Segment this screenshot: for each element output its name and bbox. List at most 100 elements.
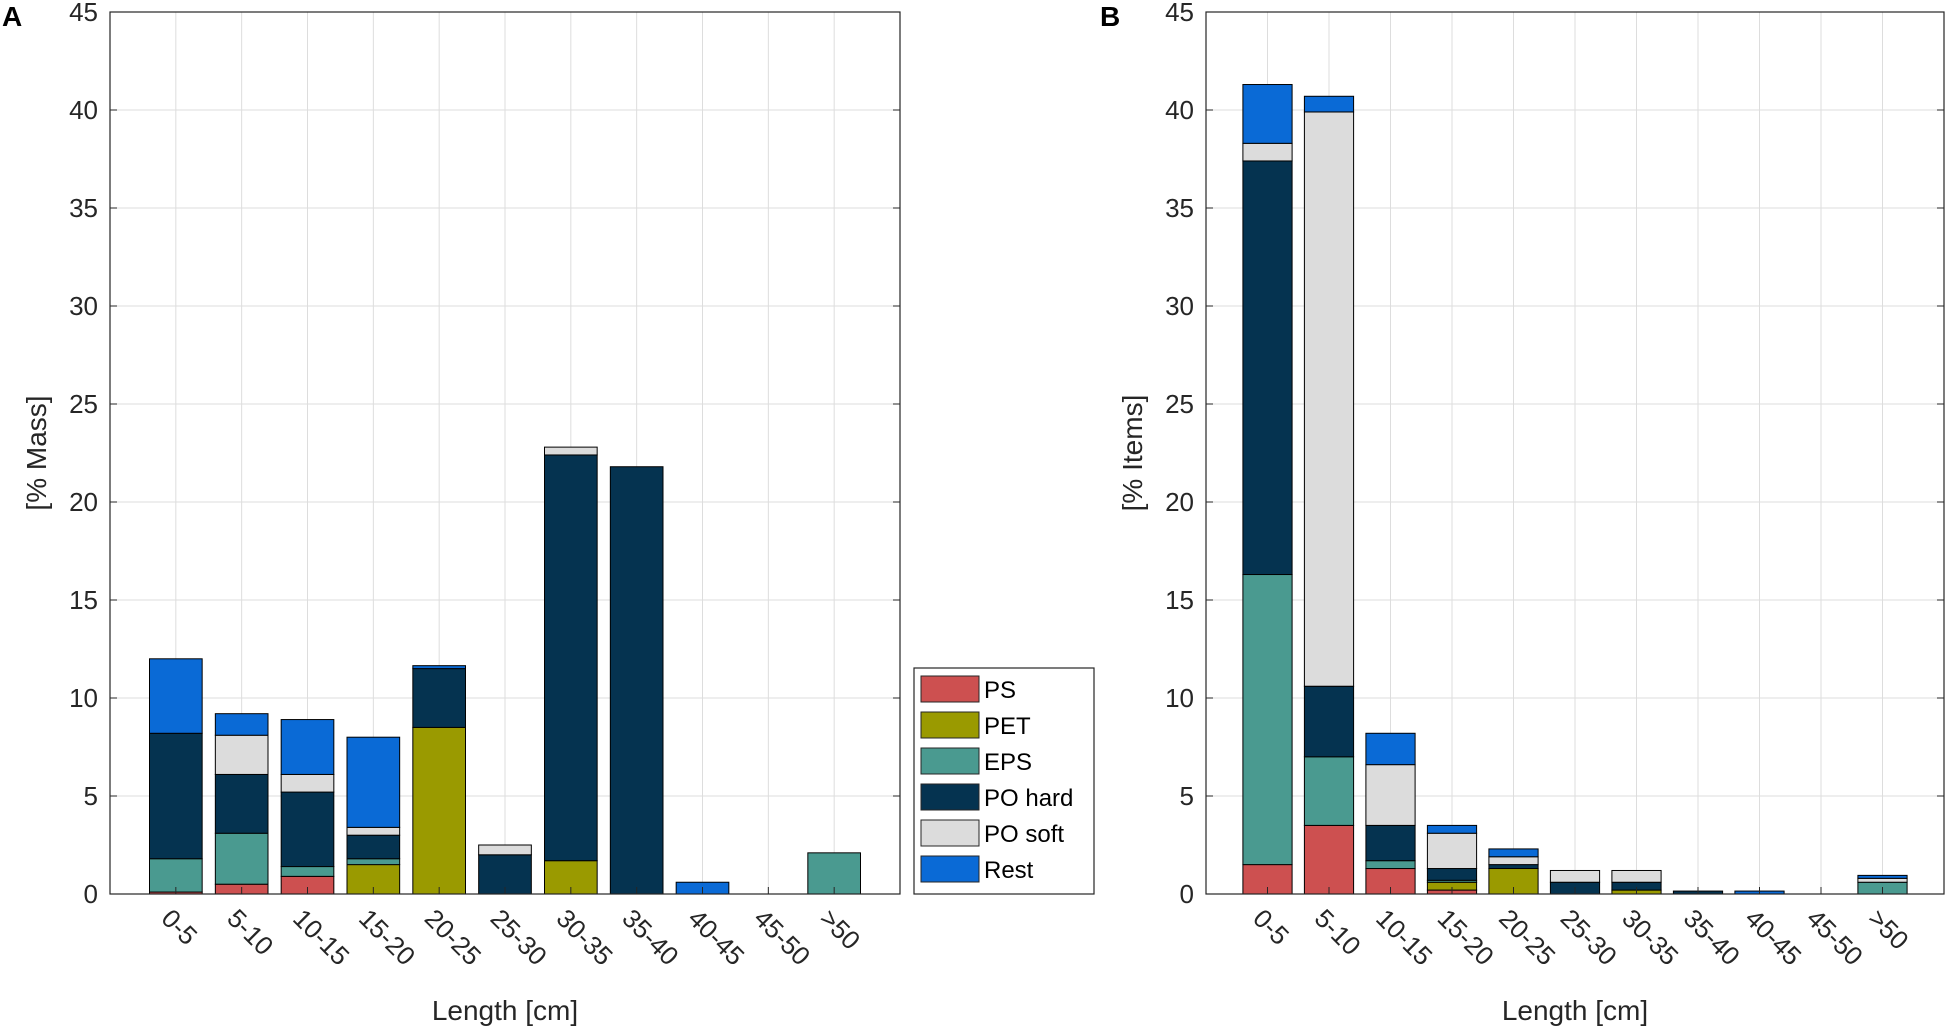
- panel-a-bar-30-35-po-hard: [544, 454, 598, 862]
- panel-b-y-tick-label: 35: [1165, 193, 1194, 223]
- panel-b-bar-15-20-po-soft: [1426, 832, 1478, 870]
- panel-b-bar-0-5-po-soft: [1242, 142, 1293, 162]
- panel-b-label: B: [1100, 1, 1120, 32]
- panel-b-bar-0-5-eps: [1242, 574, 1293, 866]
- panel-b-x-ticks: 0-5 5-10 10-1515-2020-2525-3030-3535-4040-…: [1247, 887, 1915, 971]
- panel-b-bar-20-25-po-hard: [1488, 864, 1539, 870]
- panel-b-x-tick-label-45-50: 45-50: [1801, 903, 1869, 971]
- panel-a-x-tick-label-35-40: 35-40: [616, 903, 684, 971]
- panel-a-bar-5-10-po-hard: [214, 773, 269, 834]
- panel-a-bar-30-35-po-soft: [544, 446, 598, 456]
- legend-item-ps: PS: [920, 675, 1016, 704]
- panel-a-bar-20-25-rest: [412, 665, 467, 670]
- panel-a-bar-5-10-po-soft: [214, 734, 269, 775]
- panel-b-x-tick-label-10-15: 10-15: [1370, 903, 1438, 971]
- legend-swatch-ps: [920, 675, 980, 703]
- legend-label-po-hard: PO hard: [984, 785, 1073, 812]
- panel-a-bar-5-10-eps: [214, 832, 269, 885]
- panel-a-y-tick-label: 35: [69, 193, 98, 223]
- panel-b-bar-10-15-eps: [1365, 860, 1416, 870]
- panel-a-bar-0-5-po-hard: [149, 732, 203, 860]
- panel-b-y-tick-label: 10: [1165, 683, 1194, 713]
- panel-b-x-tick-label-35-40: 35-40: [1678, 903, 1746, 971]
- panel-b-chart: 0 5 10 15 20 25 30 35 40 45 0-5 5-10 10-1515-2020-2…: [1100, 0, 1945, 1026]
- panel-a-bar-15-20-po-soft: [346, 826, 401, 836]
- legend-item-eps: EPS: [920, 747, 1032, 776]
- panel-a-y-tick-label: 0: [84, 879, 98, 909]
- panel-b-x-tick-label-gt50: >50: [1862, 903, 1914, 955]
- panel-b-x-tick-label-40-45: 40-45: [1739, 903, 1807, 971]
- panel-a-bar-15-20-eps: [346, 858, 401, 866]
- panel-a-x-tick-label-15-20: 15-20: [353, 903, 421, 971]
- panel-a-bar-gt50-eps: [807, 852, 861, 895]
- panel-a-y-tick-label: 20: [69, 487, 98, 517]
- panel-b-bar-20-25-po-soft: [1488, 856, 1539, 866]
- panel-b-x-tick-label-25-30: 25-30: [1555, 903, 1623, 971]
- panel-a-y-ticks: 0 5 10 15 20 25 30 35 40 45: [69, 0, 900, 909]
- legend-item-po-hard: PO hard: [920, 783, 1073, 812]
- panel-b-x-axis-label: Length [cm]: [1502, 995, 1648, 1026]
- panel-a-bar-10-15-po-soft: [280, 773, 335, 793]
- panel-a-chart: 0 5 10 15 20 25 30 35 40 45 0-5 5-10 10-1515-2020-2…: [2, 0, 901, 1026]
- panel-a-bar-25-30-po-soft: [478, 844, 532, 856]
- panel-b-bar-gt50-rest: [1857, 874, 1908, 879]
- legend-label-rest: Rest: [984, 857, 1034, 884]
- panel-b-y-tick-label: 0: [1180, 879, 1194, 909]
- panel-a-x-tick-label-5-10: 5-10: [221, 903, 279, 961]
- panel-a-bar-5-10-rest: [214, 713, 269, 736]
- panel-b-bar-10-15-po-hard: [1365, 824, 1416, 862]
- panel-a-bar-20-25-po-hard: [412, 668, 467, 728]
- panel-b-x-tick-label-5-10: 5-10: [1309, 903, 1367, 961]
- panel-a-x-axis-label: Length [cm]: [432, 995, 578, 1026]
- panel-a-y-tick-label: 30: [69, 291, 98, 321]
- panel-a-bar-35-40-po-hard: [609, 466, 664, 895]
- panel-a-bar-15-20-po-hard: [346, 834, 401, 860]
- legend-swatch-po-hard: [920, 783, 980, 811]
- panel-a-bar-15-20-rest: [346, 736, 401, 828]
- legend-label-eps: EPS: [984, 749, 1032, 776]
- panel-b-x-tick-label-0-5: 0-5: [1247, 903, 1295, 951]
- panel-a-label: A: [2, 1, 22, 32]
- panel-b-y-tick-label: 15: [1165, 585, 1194, 615]
- panel-b-bar-10-15-rest: [1365, 732, 1416, 766]
- panel-b-y-ticks: 0 5 10 15 20 25 30 35 40 45: [1165, 0, 1944, 909]
- panel-a-x-tick-label-25-30: 25-30: [485, 903, 553, 971]
- panel-a-bar-20-25-pet: [412, 726, 467, 895]
- panel-b-y-axis-label: [% Items]: [1117, 395, 1148, 512]
- panel-b-bar-10-15-po-soft: [1365, 764, 1416, 826]
- panel-b-bar-5-10-ps: [1303, 824, 1355, 895]
- legend-item-rest: Rest: [920, 855, 1034, 884]
- panel-a-x-tick-label-20-25: 20-25: [419, 903, 487, 971]
- panel-a-x-tick-label-40-45: 40-45: [682, 903, 750, 971]
- panel-a-bar-0-5-eps: [149, 858, 203, 893]
- panel-b-bar-5-10-po-hard: [1303, 685, 1355, 758]
- panel-b-y-tick-label: 45: [1165, 0, 1194, 27]
- panel-a-bar-10-15-rest: [280, 719, 335, 775]
- panel-a-y-tick-label: 15: [69, 585, 98, 615]
- panel-b-bar-20-25-rest: [1488, 848, 1539, 858]
- panel-b-bar-5-10-rest: [1303, 95, 1355, 113]
- panel-b-y-tick-label: 30: [1165, 291, 1194, 321]
- panel-b-bar-15-20-po-hard: [1426, 868, 1478, 881]
- panel-b-bar-5-10-eps: [1303, 756, 1355, 826]
- legend-label-pet: PET: [984, 713, 1031, 740]
- legend: PS PET EPS PO hard PO soft Rest: [913, 667, 1095, 895]
- legend-swatch-po-soft: [920, 819, 980, 847]
- legend-item-pet: PET: [920, 711, 1031, 740]
- panel-a-x-ticks: 0-5 5-10 10-1515-2020-2525-3030-3535-4040-…: [156, 887, 866, 971]
- panel-a-y-tick-label: 45: [69, 0, 98, 27]
- panel-a-x-tick-label-0-5: 0-5: [156, 903, 204, 951]
- panel-b-bar-15-20-rest: [1426, 824, 1478, 834]
- legend-swatch-pet: [920, 711, 980, 739]
- panel-a-x-tick-label-10-15: 10-15: [287, 903, 355, 971]
- legend-label-ps: PS: [984, 677, 1016, 704]
- panel-b-bar-0-5-po-hard: [1242, 160, 1293, 576]
- panel-b-bar-25-30-po-soft: [1549, 869, 1601, 883]
- panel-a-y-tick-label: 40: [69, 95, 98, 125]
- panel-b-y-tick-label: 25: [1165, 389, 1194, 419]
- legend-box: [913, 667, 1095, 895]
- panel-b-x-tick-label-20-25: 20-25: [1493, 903, 1561, 971]
- panel-a-bar-0-5-rest: [149, 658, 203, 734]
- panel-a-y-axis-label: [% Mass]: [21, 395, 52, 510]
